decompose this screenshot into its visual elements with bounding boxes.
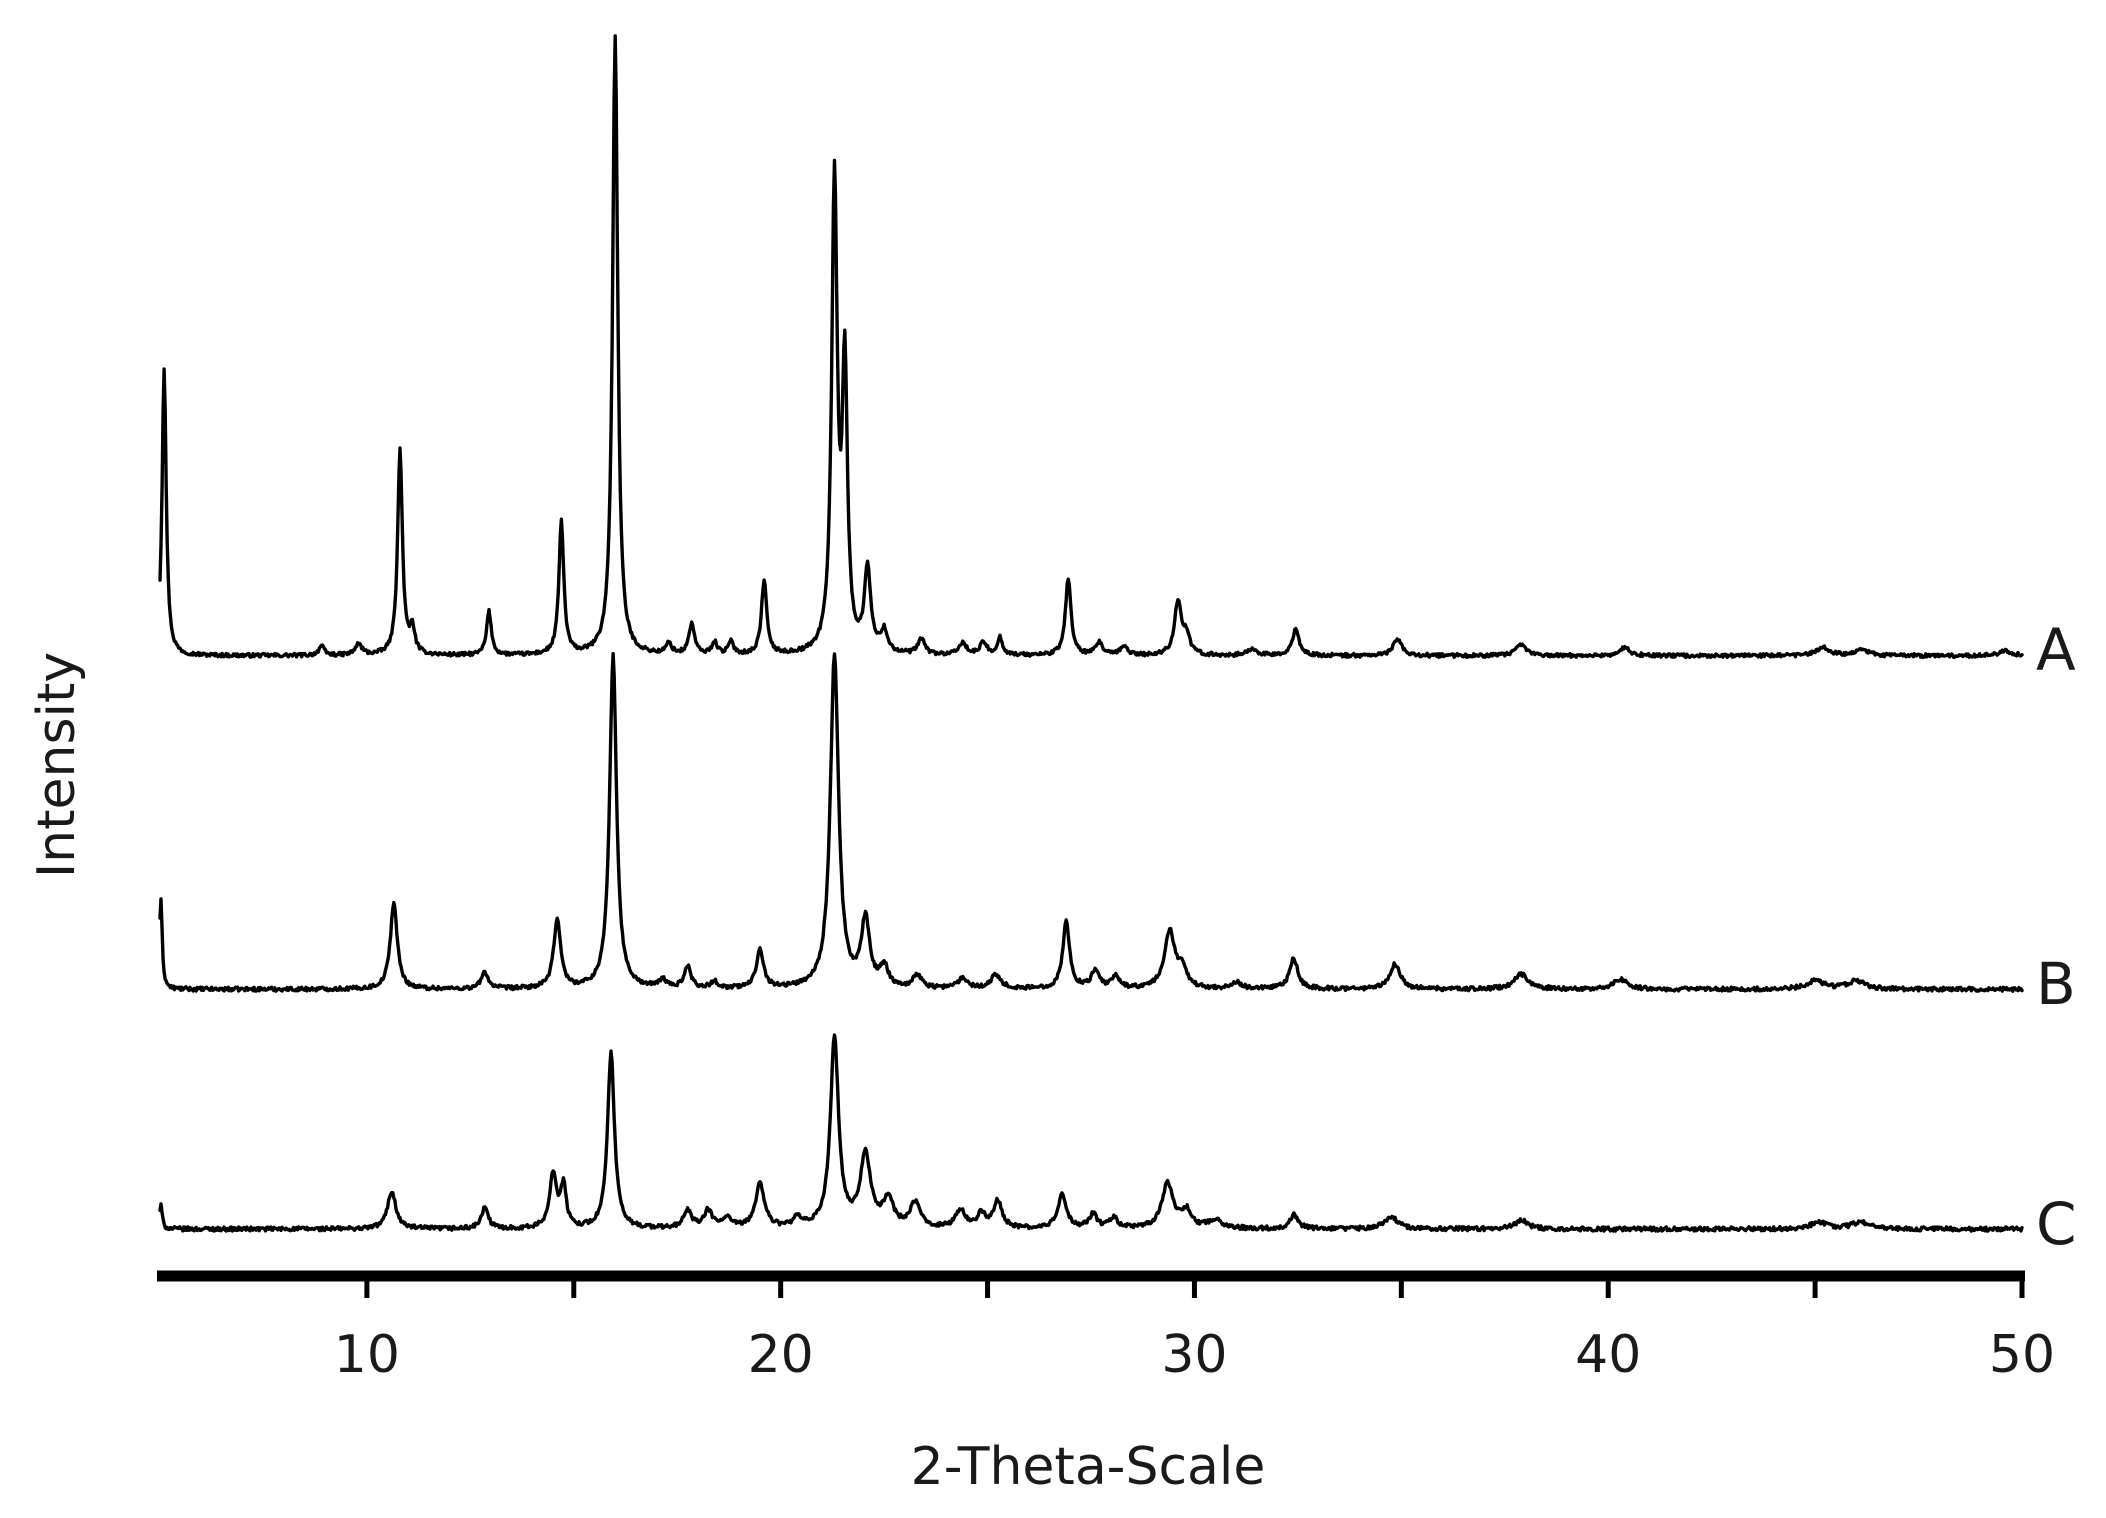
x-tick-label-30: 30 xyxy=(1161,1325,1227,1385)
series-label-b: B xyxy=(2036,950,2076,1018)
x-tick-label-20: 20 xyxy=(748,1325,814,1385)
traces xyxy=(158,34,2024,1233)
plot-area: A B C xyxy=(158,34,2077,1258)
series-labels: A B C xyxy=(2036,616,2077,1258)
x-tick-label-50: 50 xyxy=(1989,1325,2055,1385)
x-tick-labels: 10 20 30 40 50 xyxy=(334,1325,2055,1385)
x-tick-label-40: 40 xyxy=(1575,1325,1641,1385)
series-line-a xyxy=(158,34,2024,660)
x-tick-label-10: 10 xyxy=(334,1325,400,1385)
series-label-a: A xyxy=(2036,616,2076,684)
x-axis-title: 2-Theta-Scale xyxy=(911,1437,1266,1497)
y-axis-title: Intensity xyxy=(27,652,87,878)
series-line-b xyxy=(158,652,2024,993)
x-ticks xyxy=(364,1276,2025,1298)
series-line-c xyxy=(158,1033,2024,1233)
series-label-c: C xyxy=(2036,1190,2077,1258)
x-axis: 10 20 30 40 50 xyxy=(157,1270,2055,1385)
